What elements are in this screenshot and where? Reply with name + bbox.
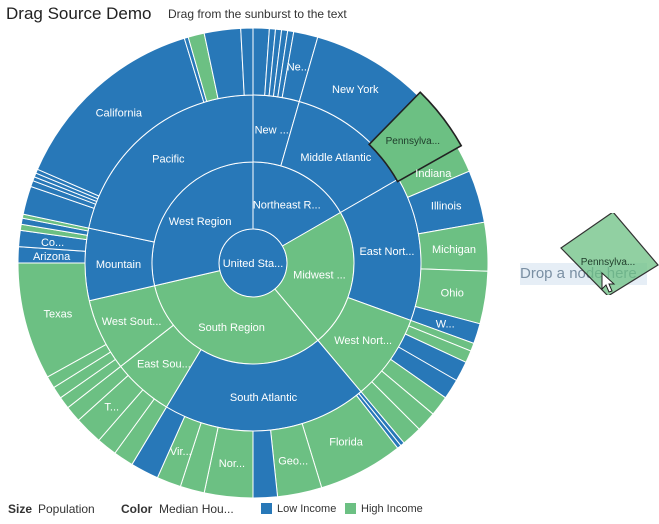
sunburst-state-label-w: W... [436,318,455,330]
sunburst-state-label-illinois: Illinois [431,201,462,213]
sunburst-division-label-east-nort: East Nort... [359,246,414,258]
sunburst-state-label-new-york: New York [332,84,379,96]
drag-ghost-node: Pennsylva... [560,213,659,295]
page-subtitle: Drag from the sunburst to the text [168,7,347,21]
sunburst-state-label-indiana: Indiana [415,168,452,180]
legend-item-low-label: Low Income [277,503,337,515]
sunburst-state-label-geo: Geo... [278,455,308,467]
sunburst-state-label-michigan: Michigan [432,244,476,256]
sunburst-division-label-mountain: Mountain [96,259,141,271]
sunburst-state-label-california: California [96,108,143,120]
sunburst-state-label-co: Co... [41,237,64,249]
legend-item-high-label: High Income [361,503,423,515]
sunburst-division-label-south-atlantic: South Atlantic [230,392,298,404]
sunburst-state-label-pennsylva: Pennsylva... [386,136,440,147]
sunburst-state-label-nor: Nor... [219,458,245,470]
sunburst-state-label-vir: Vir... [170,446,192,458]
sunburst-division-label-west-nort: West Nort... [334,335,392,347]
mouse-cursor-icon [601,271,616,293]
legend-swatch-low [261,503,272,514]
sunburst-chart[interactable]: United Sta... Northeast R... Midwest ... So… [0,0,659,500]
sunburst-state-label-arizona: Arizona [33,251,71,263]
sunburst-state-label-ohio: Ohio [441,288,464,300]
sunburst-division-label-east-sou: East Sou... [137,359,191,371]
sunburst-region-label-west-region: West Region [169,216,232,228]
sunburst-division-label-middle-atlantic: Middle Atlantic [300,152,371,164]
legend-color-label: Color [121,502,153,516]
sunburst-division-label-new: New ... [255,125,289,137]
sunburst-state-label-texas: Texas [44,308,73,320]
sunburst-state-label-florida: Florida [329,437,364,449]
sunburst-state-unlabeled-51[interactable] [240,27,254,96]
sunburst-state-label-ne: Ne... [287,62,310,74]
legend-size-label: Size [8,502,33,516]
legend-color-value: Median Hou... [159,502,234,516]
page-title: Drag Source Demo [6,4,152,23]
legend-size-value: Population [38,502,95,516]
sunburst-division-label-pacific: Pacific [152,153,185,165]
drag-ghost-label: Pennsylva... [581,257,635,268]
sunburst-region-label-south-region: South Region [198,322,265,334]
sunburst-division-label-west-sout: West Sout... [102,316,162,328]
sunburst-region-label-northeast-r: Northeast R... [253,199,321,211]
sunburst-root-label: United Sta... [223,258,284,270]
legend-swatch-high [345,503,356,514]
sunburst-state-label-t: T... [104,402,119,414]
legend: Size Population Color Median Hou... Low … [0,502,659,522]
sunburst-region-label-midwest: Midwest ... [293,270,346,282]
sunburst-selected-node[interactable] [368,91,463,183]
